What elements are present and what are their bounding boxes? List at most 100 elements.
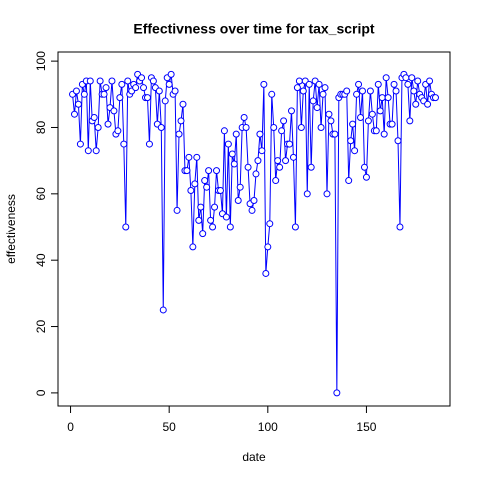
- data-point: [266, 220, 274, 228]
- data-point: [222, 213, 230, 221]
- data-point: [122, 223, 130, 231]
- data-point: [185, 153, 193, 161]
- data-point: [165, 80, 173, 88]
- x-tick-label: 50: [162, 420, 176, 434]
- data-point: [236, 183, 244, 191]
- y-tick-label: 100: [34, 51, 48, 71]
- data-point: [90, 114, 98, 122]
- data-point: [412, 100, 420, 108]
- data-point: [256, 130, 264, 138]
- data-point: [353, 90, 361, 98]
- data-point: [124, 77, 132, 85]
- data-point: [333, 389, 341, 397]
- data-point: [240, 114, 248, 122]
- data-point: [260, 80, 268, 88]
- data-point: [209, 223, 217, 231]
- data-point: [171, 87, 179, 95]
- data-point: [404, 80, 412, 88]
- data-point: [94, 123, 102, 131]
- data-point: [132, 84, 140, 92]
- data-point: [321, 84, 329, 92]
- data-point: [179, 100, 187, 108]
- data-point: [366, 87, 374, 95]
- data-point: [92, 147, 100, 155]
- data-point: [205, 167, 213, 175]
- data-point: [175, 130, 183, 138]
- data-point: [187, 187, 195, 195]
- data-point: [72, 87, 80, 95]
- x-tick-label: 0: [67, 420, 74, 434]
- data-point: [295, 77, 303, 85]
- data-point: [317, 123, 325, 131]
- data-point: [268, 90, 276, 98]
- data-point: [313, 104, 321, 112]
- data-point: [74, 100, 82, 108]
- data-point: [244, 163, 252, 171]
- data-point: [167, 70, 175, 78]
- data-point: [362, 173, 370, 181]
- data-point: [138, 74, 146, 82]
- data-point: [351, 147, 359, 155]
- data-point: [291, 223, 299, 231]
- data-point: [414, 77, 422, 85]
- data-point: [372, 127, 380, 135]
- data-point: [270, 123, 278, 131]
- data-point: [278, 127, 286, 135]
- data-point: [213, 167, 221, 175]
- data-point: [325, 110, 333, 118]
- data-point: [232, 130, 240, 138]
- data-point: [201, 177, 209, 185]
- x-tick-label: 100: [258, 420, 278, 434]
- data-point: [220, 127, 228, 135]
- data-point: [368, 110, 376, 118]
- data-point: [120, 140, 128, 148]
- data-point: [343, 87, 351, 95]
- data-point: [280, 117, 288, 125]
- data-point: [410, 87, 418, 95]
- data-point: [382, 74, 390, 82]
- data-point: [143, 94, 151, 102]
- data-point: [355, 80, 363, 88]
- data-point: [199, 230, 207, 238]
- data-point: [364, 117, 372, 125]
- data-point: [374, 80, 382, 88]
- data-point: [327, 117, 335, 125]
- chart-title: Effectivness over time for tax_script: [133, 21, 375, 37]
- data-point: [297, 123, 305, 131]
- data-point: [145, 140, 153, 148]
- data-point: [159, 306, 167, 314]
- data-point: [80, 90, 88, 98]
- data-point: [360, 163, 368, 171]
- data-point: [191, 180, 199, 188]
- data-point: [349, 120, 357, 128]
- data-point: [293, 84, 301, 92]
- data-point: [276, 163, 284, 171]
- data-point: [347, 137, 355, 145]
- data-point: [193, 153, 201, 161]
- data-point: [149, 77, 157, 85]
- data-point: [157, 123, 165, 131]
- data-point: [402, 74, 410, 82]
- data-point: [96, 77, 104, 85]
- data-point: [76, 140, 84, 148]
- data-point: [388, 120, 396, 128]
- data-point: [376, 107, 384, 115]
- data-point: [358, 87, 366, 95]
- data-point: [378, 94, 386, 102]
- y-tick-label: 40: [34, 253, 48, 267]
- data-point: [242, 123, 250, 131]
- y-tick-label: 20: [34, 320, 48, 334]
- data-point: [86, 77, 94, 85]
- data-point: [203, 183, 211, 191]
- data-point: [299, 87, 307, 95]
- data-point: [216, 187, 224, 195]
- data-point: [226, 223, 234, 231]
- data-point: [396, 223, 404, 231]
- data-point: [274, 157, 282, 165]
- data-point: [357, 114, 365, 122]
- data-point: [207, 216, 215, 224]
- data-point: [195, 216, 203, 224]
- data-point: [189, 243, 197, 251]
- y-tick-label: 80: [34, 120, 48, 134]
